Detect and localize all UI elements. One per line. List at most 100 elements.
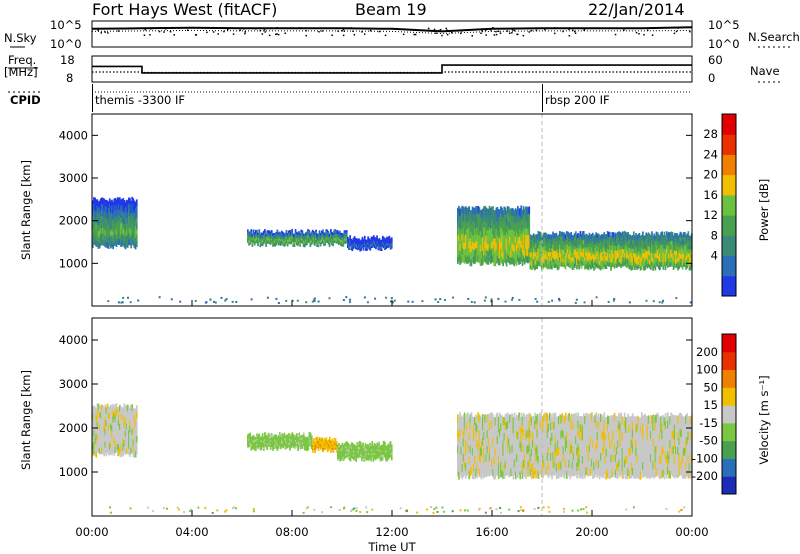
heatmap-cell [504,214,507,222]
heatmap-cell [319,233,322,236]
heatmap-cell [617,244,619,250]
heatmap-cell [359,245,362,248]
heatmap-cell [332,442,335,445]
heatmap-cell [386,451,388,454]
heatmap-cell [635,237,637,243]
power-panel-bg [92,114,692,306]
heatmap-cell [104,223,107,230]
heatmap-cell [92,436,94,444]
heatmap-cell [503,432,506,441]
heatmap-cell [676,254,678,260]
heatmap-cell [108,198,111,205]
heatmap-cell [99,441,102,449]
heatmap-cell [548,255,551,261]
heatmap-cell [467,235,469,243]
heatmap-cell [466,256,468,264]
heatmap-cell [362,240,365,243]
heatmap-cell [119,214,121,222]
heatmap-cell [572,265,575,270]
heatmap-cell [619,232,621,237]
heatmap-cell [548,260,551,266]
heatmap-cell [94,407,96,414]
heatmap-cell [349,236,351,239]
heatmap-cell [486,236,489,244]
heatmap-cell [349,447,352,450]
heatmap-cell [578,251,581,257]
heatmap-cell [471,234,474,242]
heatmap-cell [104,235,107,242]
heatmap-cell [643,248,645,254]
heatmap-cell [556,248,559,254]
heatmap-cell [477,226,480,235]
heatmap-cell [130,447,132,454]
heatmap-cell [563,253,566,259]
heatmap-cell [119,447,121,454]
heatmap-cell [631,260,634,266]
heatmap-cell [493,216,495,225]
heatmap-cell [532,254,535,260]
heatmap-cell [301,241,304,244]
heatmap-cell [560,257,562,263]
heatmap-cell [283,243,286,246]
heatmap-cell [326,236,329,239]
heatmap-cell [508,220,510,229]
heatmap-cell [480,440,483,449]
heatmap-cell [292,440,295,443]
heatmap-cell [347,246,349,249]
heatmap-cell [104,434,107,442]
heatmap-cell [132,233,135,240]
heatmap-cell [268,233,271,236]
heatmap-cell [287,230,290,233]
heatmap-cell [123,421,126,429]
heatmap-cell [684,261,686,267]
heatmap-cell [569,233,571,239]
heatmap-cell [339,449,341,452]
heatmap-cell [270,438,273,441]
heatmap-cell [637,255,640,261]
heatmap-cell [111,217,113,224]
heatmap-cell [304,441,306,444]
heatmap-cell [252,229,255,232]
heatmap-cell [116,208,119,216]
heatmap-cell [457,249,459,257]
heatmap-cell [255,440,257,443]
heatmap-cell [375,238,377,240]
heatmap-cell [488,205,491,214]
nsky-sample-dot [263,29,266,31]
heatmap-cell [478,414,481,423]
heatmap-cell [387,236,390,239]
heatmap-cell [126,441,129,448]
heatmap-cell [680,262,683,268]
heatmap-cell [121,234,123,241]
heatmap-cell [545,254,548,260]
heatmap-cell [615,263,618,268]
heatmap-cell [457,445,459,454]
heatmap-cell [286,242,289,245]
heatmap-cell [589,239,592,244]
heatmap-cell [378,242,381,244]
heatmap-cell [320,233,323,236]
heatmap-cell [571,260,574,266]
heatmap-cell [617,249,619,254]
heatmap-cell [315,237,317,240]
heatmap-cell [519,214,521,223]
heatmap-cell [620,254,623,260]
heatmap-cell [329,446,331,449]
heatmap-cell [508,227,510,236]
heatmap-cell [635,233,637,238]
heatmap-cell [347,448,349,452]
heatmap-cell [557,264,560,270]
heatmap-cell [501,235,503,243]
heatmap-cell [120,432,122,440]
heatmap-cell [333,446,336,448]
heatmap-cell [277,443,280,446]
heatmap-cell [293,440,296,443]
heatmap-cell [105,407,108,414]
heatmap-cell [688,235,691,241]
heatmap-cell [494,463,497,472]
heatmap-cell [459,215,461,224]
heatmap-cell [347,446,349,450]
heatmap-cell [388,245,391,247]
heatmap-cell [517,212,519,221]
heatmap-cell [134,408,137,416]
